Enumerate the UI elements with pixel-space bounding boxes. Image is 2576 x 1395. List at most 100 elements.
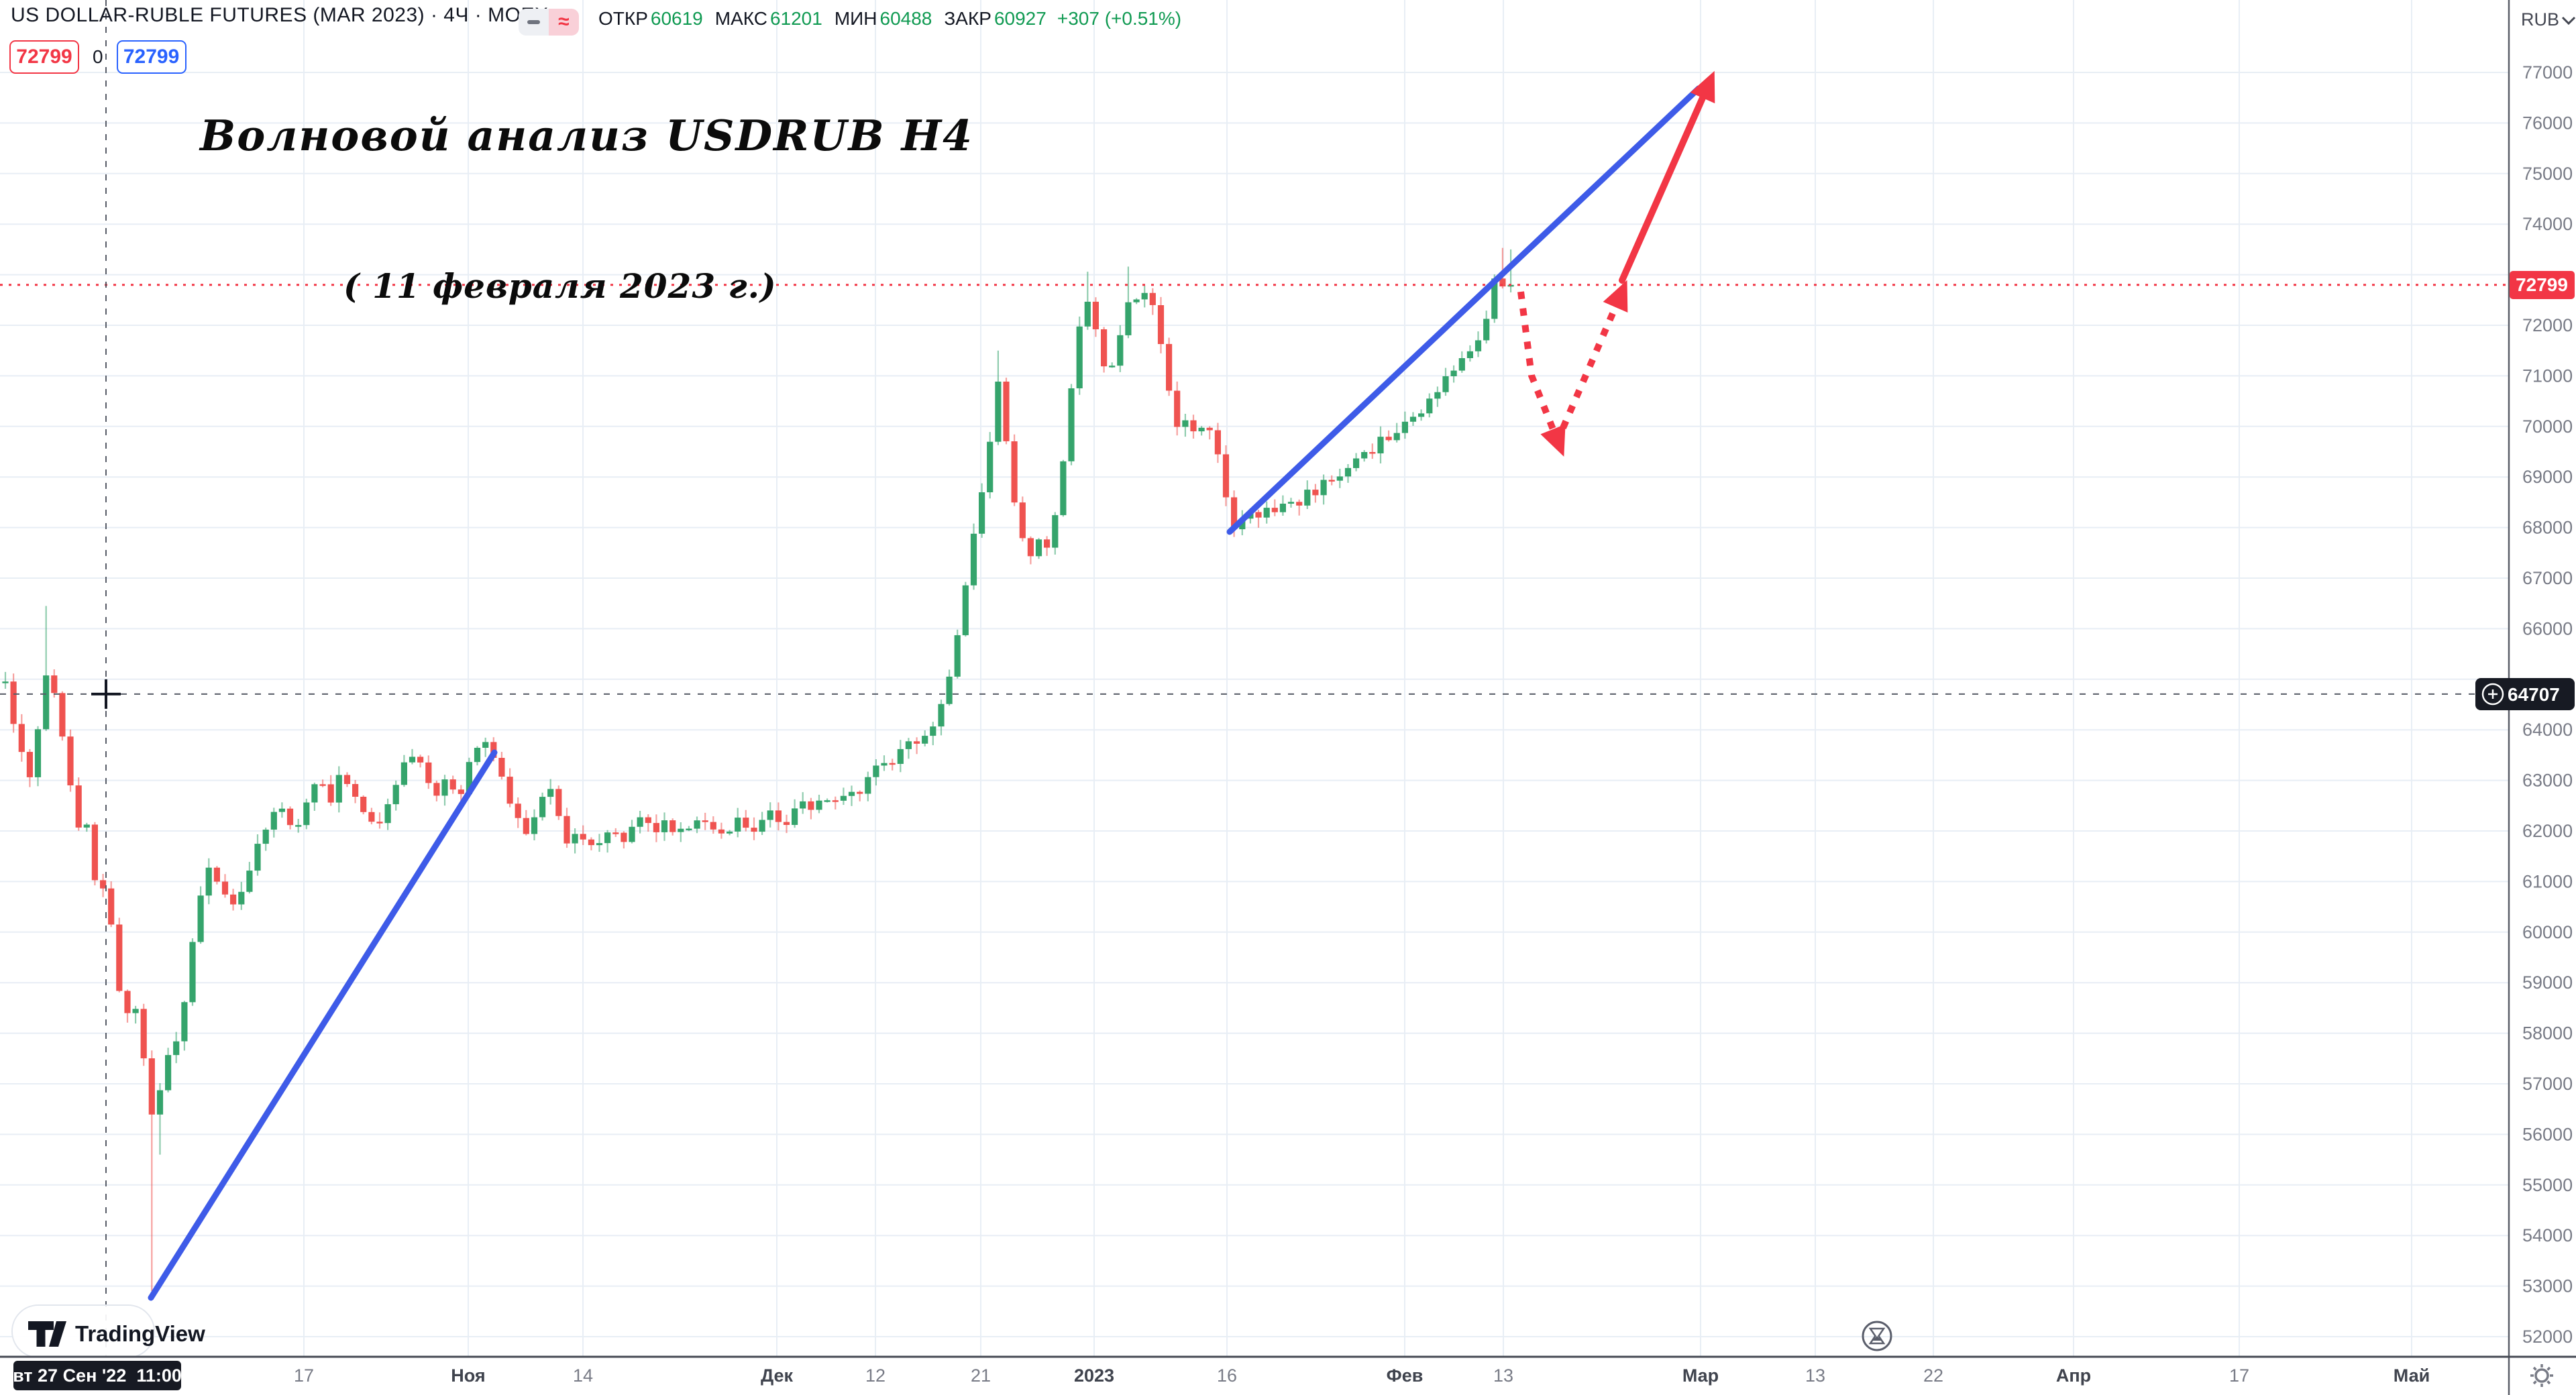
time-tick-label: Апр xyxy=(2056,1365,2091,1386)
candle-body xyxy=(1344,467,1352,477)
crosshair-price-label: 64707 xyxy=(2475,678,2575,710)
candle-body xyxy=(2,681,9,683)
candle-body xyxy=(629,826,635,842)
price-tick-label: 66000 xyxy=(2522,618,2573,638)
candle-body xyxy=(1466,351,1473,358)
candle-body xyxy=(262,830,269,844)
candle-body xyxy=(327,784,334,803)
candle-body xyxy=(523,818,529,834)
buy-sell-widget: 72799 0 72799 xyxy=(9,40,186,74)
candle-body xyxy=(148,1058,155,1115)
candle-body xyxy=(205,867,212,896)
price-tick-label: 58000 xyxy=(2522,1023,2573,1044)
candle-body xyxy=(311,784,318,803)
chevron-down-icon[interactable] xyxy=(2561,16,2576,25)
candle-body xyxy=(1491,278,1498,319)
candle-body xyxy=(246,871,253,892)
price-tick-label: 72000 xyxy=(2522,315,2573,335)
tradingview-logo[interactable]: TradingView xyxy=(11,1304,205,1358)
close-label: ЗАКР xyxy=(944,8,991,29)
candle-body xyxy=(743,818,749,828)
candle-body xyxy=(751,828,757,832)
candle-body xyxy=(1068,388,1075,461)
wave-analysis-date: ( 11 февраля 2023 г.) xyxy=(343,266,777,306)
candle-body xyxy=(1157,305,1165,344)
candle-body xyxy=(303,802,310,826)
price-tick-label: 67000 xyxy=(2522,568,2573,588)
candle-body xyxy=(702,820,708,822)
crosshair-time-label: вт 27 Сен '22 11:00 xyxy=(13,1361,182,1390)
candle-body xyxy=(59,693,66,737)
forecast-up-solid-arrowhead xyxy=(1690,70,1715,104)
time-tick-label: 12 xyxy=(865,1365,885,1386)
candle-body xyxy=(409,757,416,763)
candle-body xyxy=(970,533,977,585)
candle-body xyxy=(1109,366,1116,368)
forecast-up-dotted[interactable] xyxy=(1560,306,1619,429)
candle-body xyxy=(897,748,904,764)
candle-body xyxy=(278,808,285,812)
candle-body xyxy=(987,441,994,492)
candle-body xyxy=(653,823,659,832)
low-value: 60488 xyxy=(879,8,932,29)
candle-body xyxy=(686,828,692,830)
price-tick-label: 64000 xyxy=(2522,720,2573,740)
price-axis-unit[interactable]: RUB xyxy=(2521,9,2559,30)
forecast-down-dotted[interactable] xyxy=(1517,291,1556,431)
candle-body xyxy=(645,817,651,824)
candle-body xyxy=(1336,476,1343,481)
time-tick-label: 13 xyxy=(1805,1365,1825,1386)
svg-text:72799: 72799 xyxy=(2516,274,2568,295)
candle-body xyxy=(580,834,586,840)
impulse-wave-2[interactable] xyxy=(1226,85,1702,535)
candle-body xyxy=(197,895,204,942)
time-tick-label: 17 xyxy=(2229,1365,2249,1386)
candle-body xyxy=(270,812,277,830)
candle-body xyxy=(1450,370,1457,376)
time-tick-label: 21 xyxy=(971,1365,991,1386)
add-alert-plus-icon[interactable] xyxy=(2481,683,2504,706)
candle-body xyxy=(735,818,741,832)
candle-body xyxy=(384,804,391,824)
candle-body xyxy=(441,779,448,796)
gear-icon[interactable] xyxy=(2530,1364,2553,1387)
buy-price-button[interactable]: 72799 xyxy=(116,40,186,74)
close-value: 60927 xyxy=(994,8,1046,29)
candle-body xyxy=(1174,390,1181,427)
candle-body xyxy=(51,675,58,693)
time-axis-strip[interactable] xyxy=(0,1357,2576,1395)
candle-body xyxy=(718,829,724,834)
candle-body xyxy=(1353,458,1360,468)
candle-body xyxy=(678,828,684,832)
approx-price-toggle-button[interactable]: ≈ xyxy=(549,9,579,36)
time-tick-label: Ноя xyxy=(451,1365,485,1386)
price-tick-label: 60000 xyxy=(2522,922,2573,942)
candle-body xyxy=(400,762,407,785)
symbol-title[interactable]: US DOLLAR-RUBLE FUTURES (MAR 2023) · 4Ч … xyxy=(11,4,549,26)
sell-price-button[interactable]: 72799 xyxy=(9,40,79,74)
price-tick-label: 52000 xyxy=(2522,1327,2573,1347)
candle-body xyxy=(1409,416,1417,422)
candle-body xyxy=(91,824,98,881)
forecast-up-solid[interactable] xyxy=(1619,95,1706,284)
candle-body xyxy=(173,1041,180,1056)
candle-body xyxy=(848,791,855,796)
candle-body xyxy=(1125,302,1132,335)
candle-body xyxy=(995,382,1002,442)
impulse-wave-1[interactable] xyxy=(148,749,498,1301)
candle-body xyxy=(531,817,538,834)
candle-body xyxy=(1092,301,1099,329)
tradingview-mark-icon xyxy=(28,1321,66,1347)
candle-body xyxy=(1426,398,1433,414)
candle-body xyxy=(417,757,424,763)
candle-body xyxy=(1035,539,1042,557)
bar-style-toggle-button[interactable] xyxy=(519,9,549,36)
approx-icon: ≈ xyxy=(558,11,570,33)
forecast-up-dotted-arrowhead xyxy=(1603,280,1628,313)
candle-body xyxy=(34,729,42,777)
candle-body xyxy=(637,817,643,827)
candle-body xyxy=(1361,452,1368,459)
time-tick-label: Мар xyxy=(1682,1365,1719,1386)
